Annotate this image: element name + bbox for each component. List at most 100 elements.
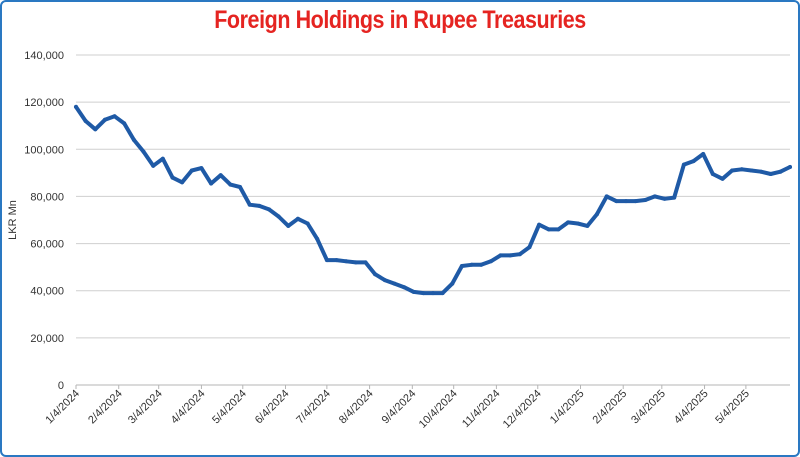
x-tick-label: 1/4/2024 (43, 388, 82, 427)
x-tick-label: 2/4/2025 (591, 388, 630, 427)
data-point (768, 172, 773, 176)
data-point (122, 121, 127, 126)
data-point (209, 181, 214, 186)
data-point (788, 165, 792, 169)
data-point (537, 222, 542, 227)
data-point (334, 258, 339, 263)
data-point (199, 166, 204, 171)
data-point (681, 162, 686, 167)
x-tick-label: 8/4/2024 (337, 388, 376, 427)
data-point (353, 260, 358, 265)
y-tick-label: 40,000 (30, 286, 64, 298)
y-tick-label: 0 (58, 380, 64, 392)
data-point (305, 221, 310, 226)
y-tick-label: 20,000 (30, 333, 64, 345)
data-point (392, 281, 397, 286)
x-tick-label: 1/4/2025 (548, 388, 587, 427)
data-point (286, 223, 291, 228)
data-point (315, 236, 320, 241)
x-tick-label: 5/4/2025 (713, 388, 752, 427)
data-point (459, 264, 464, 268)
x-tick-label: 9/4/2024 (380, 388, 419, 427)
data-point (566, 220, 571, 225)
data-point (710, 172, 715, 176)
x-tick-label: 2/4/2024 (86, 388, 125, 427)
y-tick-label: 80,000 (30, 191, 64, 203)
data-point (604, 194, 609, 199)
data-point (247, 202, 252, 207)
data-point (633, 199, 638, 204)
y-axis-ticks: 0 20,000 40,000 60,000 80,000 100,000 120,000 1… (24, 50, 64, 392)
chart-title: Foreign Holdings in Rupee Treasuries (214, 6, 586, 34)
data-point (701, 152, 706, 156)
x-tick-label: 6/4/2024 (253, 388, 292, 427)
data-point (180, 180, 185, 185)
x-tick-label: 3/4/2025 (629, 388, 668, 427)
data-point (720, 176, 725, 181)
x-tick-label: 7/4/2024 (294, 388, 333, 427)
data-point (102, 117, 107, 122)
data-point (382, 278, 387, 283)
data-point (595, 212, 599, 217)
y-tick-label: 100,000 (24, 144, 64, 156)
y-tick-label: 140,000 (24, 50, 64, 62)
data-point (730, 168, 735, 173)
data-point (189, 168, 194, 173)
x-tick-label: 11/4/2024 (460, 388, 503, 431)
series-layer (74, 104, 792, 296)
series-line (74, 104, 792, 296)
data-point (508, 253, 513, 258)
data-point (411, 289, 416, 294)
x-tick-label: 5/4/2024 (210, 388, 249, 427)
data-point (778, 169, 783, 174)
data-point (479, 262, 484, 267)
data-point (556, 227, 561, 232)
data-point (739, 167, 744, 172)
data-point (170, 175, 175, 180)
data-point (93, 127, 98, 132)
data-point (652, 194, 657, 199)
data-point (295, 216, 300, 221)
data-point (517, 252, 522, 257)
data-point (276, 214, 281, 219)
data-point (131, 137, 136, 142)
data-point (74, 104, 78, 109)
data-point (440, 291, 445, 296)
data-point (218, 173, 223, 178)
data-point (267, 207, 271, 212)
data-point (363, 260, 368, 265)
x-tick-label: 10/4/2024 (417, 388, 460, 431)
data-point (324, 258, 329, 263)
data-point (373, 272, 378, 277)
data-point (643, 198, 648, 202)
y-axis-label: LKR Mn (7, 200, 19, 240)
y-tick-label: 120,000 (24, 97, 64, 109)
data-point (344, 259, 349, 264)
data-point (151, 163, 156, 168)
x-tick-label: 4/4/2024 (169, 388, 208, 427)
data-point (498, 253, 503, 258)
data-point (469, 262, 474, 267)
data-point (759, 169, 764, 174)
data-point (257, 203, 262, 208)
data-point (421, 291, 426, 296)
x-tick-label: 3/4/2024 (126, 388, 165, 427)
data-point (431, 291, 435, 296)
data-point (691, 159, 696, 164)
data-point (141, 149, 146, 154)
data-point (488, 259, 493, 264)
data-point (228, 182, 233, 187)
data-point (662, 196, 667, 201)
data-point (450, 281, 455, 286)
gridlines (76, 54, 790, 339)
data-point (546, 227, 551, 232)
data-point (238, 185, 242, 189)
data-point (575, 221, 580, 226)
data-point (112, 114, 117, 119)
data-point (614, 199, 619, 204)
data-point (402, 285, 407, 290)
x-axis-ticks: 1/4/2024 2/4/2024 3/4/2024 4/4/2024 5/4/2024… (43, 385, 752, 431)
data-point (624, 199, 628, 204)
data-point (83, 119, 88, 123)
